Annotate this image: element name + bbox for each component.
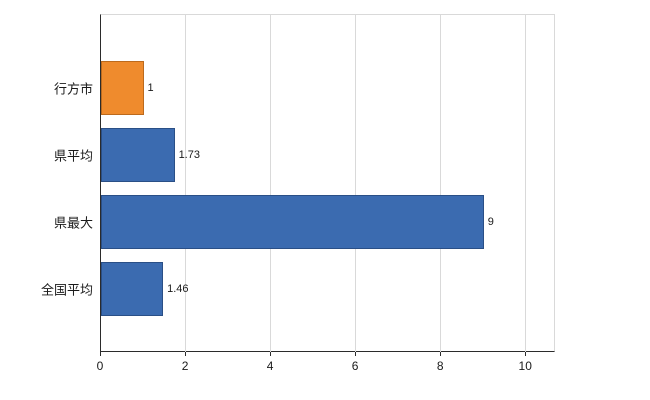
gridline [270, 15, 272, 352]
x-axis-tick [355, 352, 357, 356]
x-axis-tick-label: 4 [266, 359, 274, 373]
category-label: 全国平均 [40, 282, 93, 297]
category-label: 県最大 [53, 215, 93, 230]
x-axis-tick [440, 352, 442, 356]
category-label: 行方市 [53, 81, 93, 96]
gridline [525, 15, 527, 352]
x-axis-tick-label: 10 [518, 359, 532, 373]
bar [101, 127, 175, 182]
bar-value-label: 1 [147, 81, 154, 94]
x-axis-tick [100, 352, 101, 356]
x-axis-tick [270, 352, 272, 356]
gridline [355, 15, 357, 352]
bar [101, 194, 484, 249]
category-label: 県平均 [53, 148, 93, 163]
bar-value-label: 1.46 [167, 282, 189, 295]
bar [101, 261, 164, 316]
x-axis-tick-label: 0 [96, 359, 104, 373]
gridline [440, 15, 442, 352]
bar [101, 60, 144, 115]
bar-value-label: 1.73 [178, 148, 200, 161]
bar-value-label: 9 [487, 215, 494, 228]
plot-area [100, 14, 555, 352]
gridline [185, 15, 187, 352]
x-axis-tick-label: 2 [181, 359, 189, 373]
x-axis-tick [525, 352, 527, 356]
x-axis-tick-label: 6 [351, 359, 359, 373]
x-axis-tick [185, 352, 187, 356]
x-axis-tick-label: 8 [436, 359, 444, 373]
